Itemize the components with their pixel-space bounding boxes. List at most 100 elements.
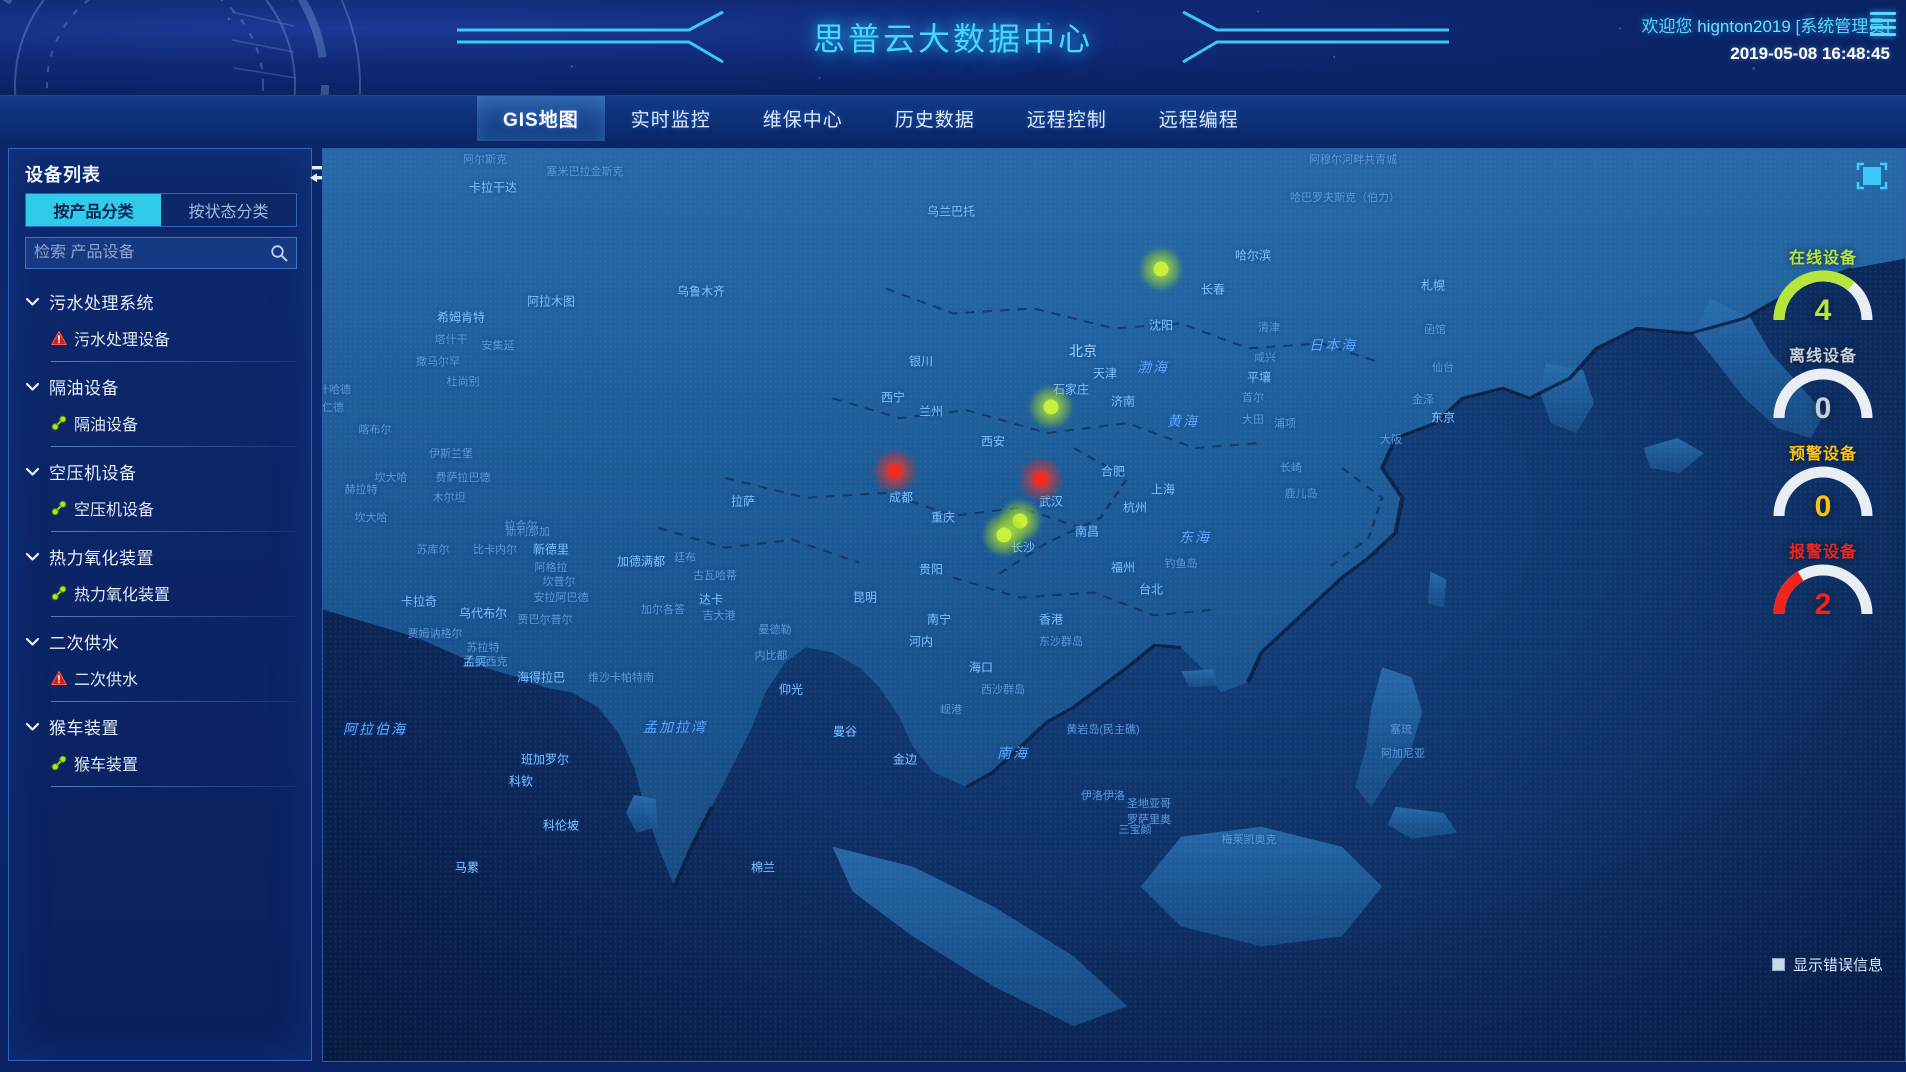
changsha-marker-b[interactable] (982, 513, 1026, 557)
map-label: 伊洛伊洛 (1081, 790, 1125, 802)
map-label: 科伦坡 (542, 818, 580, 833)
user-info-area: 欢迎您 hignton2019 [系统管理员] 2019-05-08 16:48… (1641, 16, 1890, 66)
nav-item-5[interactable]: 远程编程 (1158, 110, 1239, 131)
shijiazhuang-marker[interactable] (1029, 385, 1073, 429)
map-label: 岘港 (940, 704, 962, 716)
map-label: 加德满都 (616, 554, 666, 569)
sidebar-title: 设备列表 (25, 165, 101, 185)
map-label: 仁德 (322, 402, 344, 414)
map-label: 天津 (1092, 366, 1118, 381)
tree-child-1[interactable]: 隔油设备 (25, 406, 297, 440)
map-label: 成都 (888, 490, 914, 505)
map-label: 科钦 (508, 774, 534, 789)
tree-parent-label: 二次供水 (49, 633, 119, 653)
nav-item-0[interactable]: GIS地图 (477, 96, 605, 141)
tree-parent-0[interactable]: 污水处理系统 (25, 281, 297, 321)
map-label: 乌代布尔 (458, 606, 508, 621)
hamburger-menu-icon[interactable] (1870, 12, 1896, 36)
gis-map[interactable]: 阿尔斯克 塞米巴拉金斯克 卡拉干达 乌兰巴托 阿穆尔河畔共青城 哈巴罗夫斯克（伯力） 哈尔滨… (322, 148, 1906, 1062)
datetime-display: 2019-05-08 16:48:45 (1730, 43, 1890, 63)
tree-parent-label: 空压机设备 (49, 463, 137, 483)
main-nav: GIS地图 实时监控 维保中心 历史数据 远程控制 远程编程 (0, 95, 1906, 141)
gauge-offline: 离线设备 0 (1757, 342, 1889, 425)
tree-child-label: 空压机设备 (74, 502, 155, 519)
chevron-down-icon[interactable] (25, 379, 40, 394)
chevron-down-icon[interactable] (25, 464, 40, 479)
tree-parent-label: 隔油设备 (49, 378, 119, 398)
search-input[interactable] (34, 244, 270, 262)
chevron-down-icon[interactable] (25, 549, 40, 564)
map-label: 加尔各答 (641, 604, 685, 616)
map-label: 拉合尔 (504, 520, 538, 532)
map-label: 杜尚别 (446, 376, 480, 388)
map-label: 贵阳 (918, 562, 944, 577)
sidebar-tab-1[interactable]: 按状态分类 (161, 194, 296, 226)
sidebar-search[interactable] (25, 237, 297, 269)
map-label: 班加罗尔 (520, 752, 570, 767)
gauge-label-online: 在线设备 (1788, 250, 1857, 267)
map-label: 贾巴尔普尔 (517, 614, 573, 626)
map-label: 孟买 (462, 654, 488, 669)
chengdu-marker[interactable] (873, 449, 917, 493)
tree-group: 空压机设备 空压机设备 (9, 451, 313, 532)
tree-parent-1[interactable]: 隔油设备 (25, 366, 297, 406)
tree-parent-5[interactable]: 猴车装置 (25, 706, 297, 746)
tree-child-2[interactable]: 空压机设备 (25, 491, 297, 525)
map-label: 台北 (1138, 582, 1164, 597)
map-label: 金边 (892, 752, 918, 767)
map-label: 日本海 (1309, 337, 1357, 353)
changchun-marker[interactable] (1139, 247, 1183, 291)
map-label: 坎普尔 (542, 576, 576, 588)
fullscreen-icon[interactable] (1853, 159, 1891, 193)
tree-parent-4[interactable]: 二次供水 (25, 621, 297, 661)
gauge-value-alarm: 2 (1814, 588, 1832, 621)
map-label: 西沙群岛 (981, 684, 1025, 696)
map-label: 拉萨 (730, 494, 756, 509)
map-label: 鹿儿岛 (1284, 488, 1318, 500)
tree-parent-2[interactable]: 空压机设备 (25, 451, 297, 491)
show-error-info-label: 显示错误信息 (1792, 957, 1883, 974)
chevron-down-icon[interactable] (25, 634, 40, 649)
map-label: 曼德勒 (758, 624, 792, 636)
gauge-value-online: 4 (1814, 294, 1832, 327)
map-label: 阿加尼亚 (1381, 748, 1425, 760)
nav-item-1[interactable]: 实时监控 (630, 110, 711, 131)
map-label: 浦项 (1274, 418, 1296, 430)
chevron-down-icon[interactable] (25, 719, 40, 734)
map-label: 贾姆讷格尔 (407, 628, 463, 640)
map-label: 南海 (997, 745, 1029, 761)
sidebar-tab-0[interactable]: 按产品分类 (26, 194, 161, 226)
tree-child-3[interactable]: 热力氧化装置 (25, 576, 297, 610)
map-label: 咸兴 (1254, 352, 1276, 364)
gauge-arc-online: 4 (1768, 268, 1878, 327)
map-label: 木尔坦 (432, 492, 466, 504)
map-label: 平壤 (1246, 370, 1272, 385)
search-icon[interactable] (270, 244, 288, 262)
show-error-info-toggle[interactable]: 显示错误信息 (1771, 954, 1883, 975)
map-label: 曼谷 (832, 724, 858, 739)
gauge-arc-warn: 0 (1768, 464, 1878, 523)
nav-item-3[interactable]: 历史数据 (894, 110, 975, 131)
map-label: 清津 (1258, 322, 1280, 334)
tree-separator (51, 786, 297, 787)
map-label: 卡拉干达 (468, 180, 518, 195)
nav-item-4[interactable]: 远程控制 (1026, 110, 1107, 131)
menu-bar-4 (1870, 33, 1896, 36)
tree-child-5[interactable]: 猴车装置 (25, 746, 297, 780)
nav-item-2[interactable]: 维保中心 (762, 110, 843, 131)
map-label: 河内 (908, 634, 934, 649)
map-label: 马累 (454, 860, 480, 875)
checkbox-icon[interactable] (1771, 958, 1785, 971)
username-label: hignton2019 (1697, 17, 1791, 36)
wuhan-marker[interactable] (1019, 457, 1063, 501)
tree-separator (51, 361, 297, 362)
tree-parent-3[interactable]: 热力氧化装置 (25, 536, 297, 576)
tree-child-0[interactable]: 污水处理设备 (25, 321, 297, 355)
map-label: 斯利那加 (506, 526, 550, 538)
map-label: 海口 (968, 660, 994, 675)
menu-bar-1 (1870, 12, 1896, 15)
tree-group: 二次供水 二次供水 (9, 621, 313, 702)
tree-group: 污水处理系统 污水处理设备 (9, 281, 313, 362)
tree-child-4[interactable]: 二次供水 (25, 661, 297, 695)
chevron-down-icon[interactable] (25, 294, 40, 309)
